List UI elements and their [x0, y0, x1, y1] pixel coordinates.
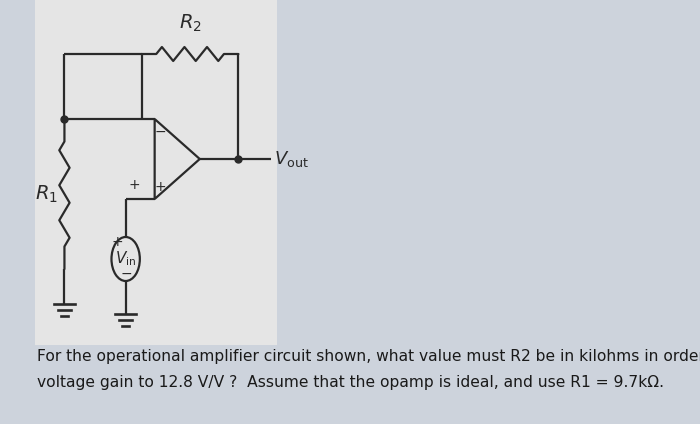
Text: $+$: $+$ [127, 178, 140, 192]
Text: $R_2$: $R_2$ [178, 13, 202, 34]
Text: For the operational amplifier circuit shown, what value must R2 be in kilohms in: For the operational amplifier circuit sh… [36, 349, 700, 363]
Text: $+$: $+$ [154, 180, 166, 194]
Text: $+$: $+$ [111, 235, 122, 249]
Text: $-$: $-$ [154, 124, 166, 138]
Text: $R_1$: $R_1$ [35, 183, 58, 205]
FancyBboxPatch shape [36, 0, 277, 345]
Text: $V_{\rm in}$: $V_{\rm in}$ [115, 250, 136, 268]
Text: $V_{\rm out}$: $V_{\rm out}$ [274, 149, 309, 169]
Text: voltage gain to 12.8 V/V ?  Assume that the opamp is ideal, and use R1 = 9.7kΩ.: voltage gain to 12.8 V/V ? Assume that t… [36, 374, 664, 390]
Text: $-$: $-$ [120, 266, 132, 280]
